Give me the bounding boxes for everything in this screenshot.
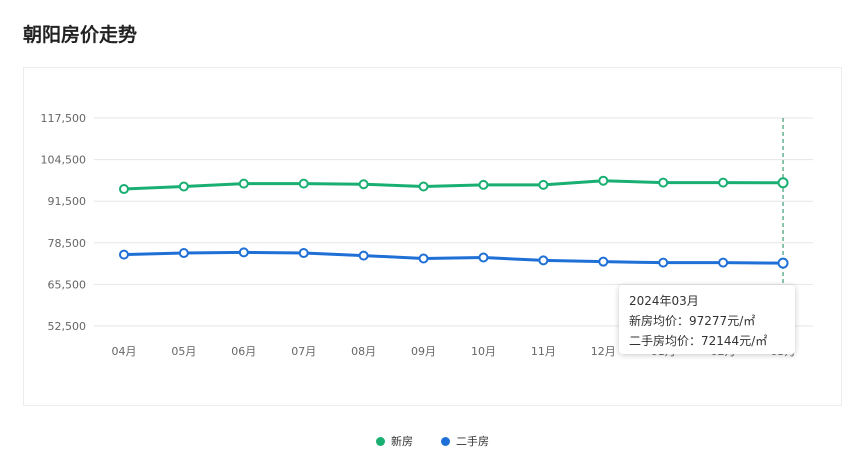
data-point-second [478, 252, 489, 263]
x-tick-label: 05月 [171, 345, 196, 358]
page-title: 朝阳房价走势 [23, 24, 138, 46]
x-tick-label: 07月 [291, 345, 316, 358]
data-point-second [238, 247, 249, 258]
chart-tooltip: 2024年03月 新房均价：97277元/㎡ 二手房均价：72144元/㎡ [619, 285, 795, 354]
data-point-new [298, 178, 309, 189]
x-tick-label: 09月 [411, 345, 436, 358]
legend-dot-new [376, 436, 385, 446]
legend-dot-second [441, 436, 450, 446]
price-trend-chart: 117,500 104,500 91,500 78,500 65,500 52,500 04… [23, 67, 842, 448]
data-point-second [298, 248, 309, 259]
y-tick-label: 91,500 [48, 195, 87, 208]
tooltip-new-label: 新房均价： [629, 314, 690, 328]
x-tick-label: 12月 [591, 345, 616, 358]
x-tick-label: 06月 [231, 345, 256, 358]
chart-svg: 117,500 104,500 91,500 78,500 65,500 52,500 04… [41, 112, 813, 358]
series-line-second [123, 250, 784, 265]
chart-legend: 新房 二手房 [24, 433, 841, 449]
data-point-new [478, 179, 489, 190]
tooltip-second-row: 二手房均价：72144元/㎡ [629, 331, 785, 351]
data-point-new [777, 177, 789, 189]
data-point-second [658, 257, 669, 268]
x-tick-label: 10月 [471, 345, 496, 358]
data-point-new [358, 179, 369, 190]
y-tick-label: 78,500 [48, 237, 87, 250]
data-point-second [598, 256, 609, 267]
data-point-new [598, 175, 609, 186]
data-point-new [238, 178, 249, 189]
data-point-second [777, 257, 789, 269]
data-point-new [718, 177, 729, 188]
data-point-new [418, 181, 429, 192]
legend-label-second: 二手房 [456, 435, 489, 448]
data-point-new [178, 181, 189, 192]
legend-item-new[interactable]: 新房 [376, 433, 413, 449]
data-point-second [718, 257, 729, 268]
data-point-new [658, 177, 669, 188]
x-tick-label: 08月 [351, 345, 376, 358]
data-point-new [538, 179, 549, 190]
x-tick-label: 11月 [531, 345, 556, 358]
data-point-second [418, 253, 429, 264]
data-point-second [538, 255, 549, 266]
data-point-second [118, 249, 129, 260]
data-point-second [358, 250, 369, 261]
legend-item-second[interactable]: 二手房 [441, 433, 489, 449]
tooltip-month: 2024年03月 [629, 294, 699, 308]
tooltip-second-value: 72144元/㎡ [701, 334, 768, 348]
tooltip-new-row: 新房均价：97277元/㎡ [629, 311, 785, 331]
series-line-new [123, 179, 784, 191]
data-point-second [178, 248, 189, 259]
tooltip-new-value: 97277元/㎡ [689, 314, 756, 328]
y-tick-label: 104,500 [41, 154, 87, 167]
data-point-new [118, 184, 129, 195]
tooltip-second-label: 二手房均价： [629, 334, 702, 348]
y-tick-label: 65,500 [48, 278, 87, 291]
legend-label-new: 新房 [391, 435, 413, 448]
x-tick-label: 04月 [111, 345, 136, 358]
y-tick-label: 52,500 [48, 320, 87, 333]
y-tick-label: 117,500 [41, 112, 87, 125]
